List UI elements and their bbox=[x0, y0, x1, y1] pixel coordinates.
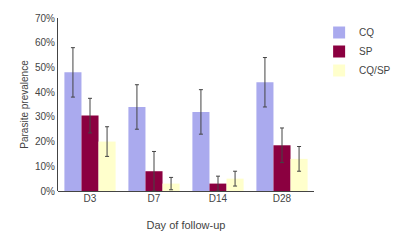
svg-text:D3: D3 bbox=[84, 193, 97, 204]
svg-text:60%: 60% bbox=[35, 37, 55, 48]
svg-text:70%: 70% bbox=[35, 13, 55, 24]
svg-text:20%: 20% bbox=[35, 136, 55, 147]
svg-text:40%: 40% bbox=[35, 87, 55, 98]
svg-text:D28: D28 bbox=[273, 193, 292, 204]
svg-text:CQ: CQ bbox=[359, 27, 374, 38]
svg-text:0%: 0% bbox=[41, 186, 56, 197]
svg-text:10%: 10% bbox=[35, 161, 55, 172]
svg-text:30%: 30% bbox=[35, 111, 55, 122]
svg-text:D7: D7 bbox=[148, 193, 161, 204]
svg-text:Parasite prevalence: Parasite prevalence bbox=[19, 60, 30, 149]
svg-text:D14: D14 bbox=[209, 193, 228, 204]
svg-text:Day of follow-up: Day of follow-up bbox=[147, 219, 226, 231]
svg-text:50%: 50% bbox=[35, 62, 55, 73]
svg-text:CQ/SP: CQ/SP bbox=[359, 65, 390, 76]
svg-text:SP: SP bbox=[359, 46, 373, 57]
